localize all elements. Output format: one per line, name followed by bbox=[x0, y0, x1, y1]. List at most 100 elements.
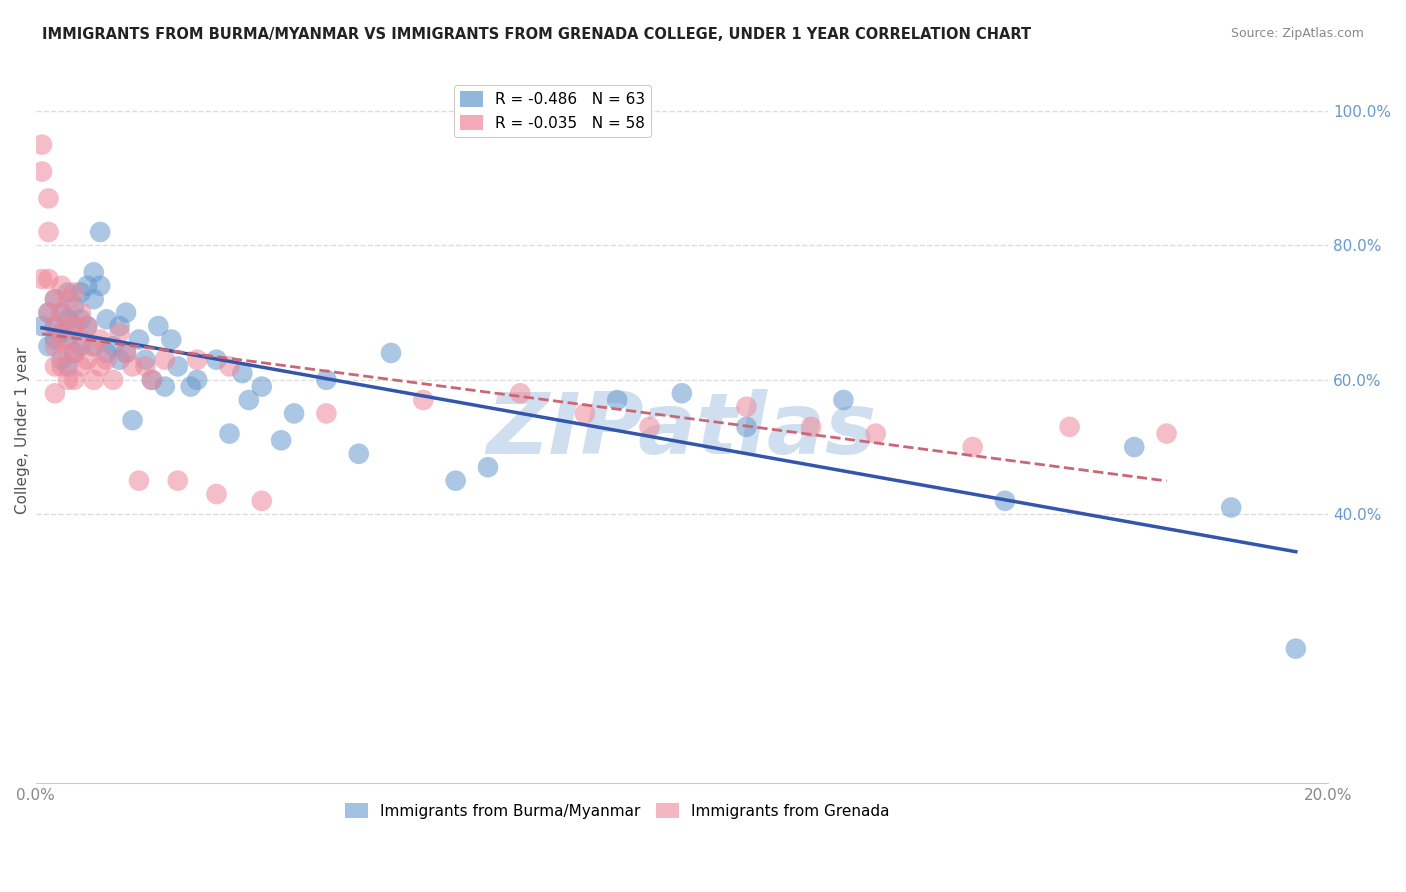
Point bbox=[51, 359, 73, 374]
Point bbox=[44, 333, 66, 347]
Point bbox=[83, 339, 105, 353]
Point bbox=[671, 386, 693, 401]
Point bbox=[1220, 500, 1243, 515]
Point bbox=[63, 299, 86, 313]
Point bbox=[115, 346, 138, 360]
Point bbox=[218, 426, 240, 441]
Point bbox=[101, 339, 124, 353]
Point bbox=[44, 339, 66, 353]
Point bbox=[238, 392, 260, 407]
Point bbox=[51, 305, 73, 319]
Point bbox=[89, 359, 111, 374]
Point bbox=[250, 379, 273, 393]
Point bbox=[166, 359, 188, 374]
Point bbox=[37, 305, 59, 319]
Point bbox=[180, 379, 202, 393]
Point bbox=[37, 225, 59, 239]
Point bbox=[128, 474, 150, 488]
Point bbox=[166, 474, 188, 488]
Point bbox=[108, 319, 131, 334]
Point bbox=[315, 406, 337, 420]
Point bbox=[1285, 641, 1308, 656]
Point bbox=[56, 346, 79, 360]
Point bbox=[477, 460, 499, 475]
Point bbox=[108, 326, 131, 340]
Point bbox=[574, 406, 596, 420]
Point bbox=[76, 278, 98, 293]
Legend: Immigrants from Burma/Myanmar, Immigrants from Grenada: Immigrants from Burma/Myanmar, Immigrant… bbox=[339, 797, 896, 825]
Point bbox=[69, 339, 91, 353]
Point bbox=[89, 225, 111, 239]
Point bbox=[121, 359, 143, 374]
Point bbox=[115, 346, 138, 360]
Point bbox=[108, 352, 131, 367]
Point bbox=[412, 392, 434, 407]
Point bbox=[96, 312, 118, 326]
Point bbox=[56, 373, 79, 387]
Point bbox=[69, 359, 91, 374]
Point bbox=[141, 373, 163, 387]
Point bbox=[735, 400, 758, 414]
Point bbox=[1123, 440, 1146, 454]
Text: ZIPatlas: ZIPatlas bbox=[486, 389, 877, 472]
Point bbox=[962, 440, 984, 454]
Point bbox=[37, 272, 59, 286]
Point bbox=[69, 333, 91, 347]
Point bbox=[153, 379, 176, 393]
Point bbox=[160, 333, 183, 347]
Point bbox=[31, 137, 53, 152]
Y-axis label: College, Under 1 year: College, Under 1 year bbox=[15, 347, 30, 514]
Point bbox=[31, 319, 53, 334]
Point bbox=[205, 487, 228, 501]
Point bbox=[148, 319, 170, 334]
Point bbox=[37, 305, 59, 319]
Point bbox=[44, 386, 66, 401]
Point bbox=[231, 366, 253, 380]
Point bbox=[735, 420, 758, 434]
Point bbox=[56, 285, 79, 300]
Text: Source: ZipAtlas.com: Source: ZipAtlas.com bbox=[1230, 27, 1364, 40]
Point bbox=[800, 420, 823, 434]
Point bbox=[51, 278, 73, 293]
Point bbox=[44, 292, 66, 306]
Point bbox=[134, 352, 156, 367]
Point bbox=[56, 319, 79, 334]
Point bbox=[606, 392, 628, 407]
Point bbox=[250, 493, 273, 508]
Point bbox=[51, 333, 73, 347]
Point bbox=[51, 326, 73, 340]
Point bbox=[44, 359, 66, 374]
Point bbox=[994, 493, 1017, 508]
Point bbox=[1156, 426, 1178, 441]
Point bbox=[69, 285, 91, 300]
Point bbox=[63, 285, 86, 300]
Point bbox=[380, 346, 402, 360]
Point bbox=[832, 392, 855, 407]
Text: IMMIGRANTS FROM BURMA/MYANMAR VS IMMIGRANTS FROM GRENADA COLLEGE, UNDER 1 YEAR C: IMMIGRANTS FROM BURMA/MYANMAR VS IMMIGRA… bbox=[42, 27, 1032, 42]
Point bbox=[51, 352, 73, 367]
Point bbox=[83, 373, 105, 387]
Point bbox=[509, 386, 531, 401]
Point bbox=[44, 319, 66, 334]
Point bbox=[37, 191, 59, 205]
Point bbox=[270, 434, 292, 448]
Point bbox=[96, 352, 118, 367]
Point bbox=[1059, 420, 1081, 434]
Point bbox=[186, 373, 208, 387]
Point bbox=[283, 406, 305, 420]
Point bbox=[56, 333, 79, 347]
Point bbox=[83, 292, 105, 306]
Point bbox=[76, 319, 98, 334]
Point bbox=[128, 333, 150, 347]
Point bbox=[56, 312, 79, 326]
Point bbox=[83, 339, 105, 353]
Point bbox=[76, 319, 98, 334]
Point bbox=[153, 352, 176, 367]
Point bbox=[186, 352, 208, 367]
Point bbox=[63, 319, 86, 334]
Point bbox=[638, 420, 661, 434]
Point bbox=[63, 346, 86, 360]
Point bbox=[115, 305, 138, 319]
Point bbox=[76, 352, 98, 367]
Point bbox=[205, 352, 228, 367]
